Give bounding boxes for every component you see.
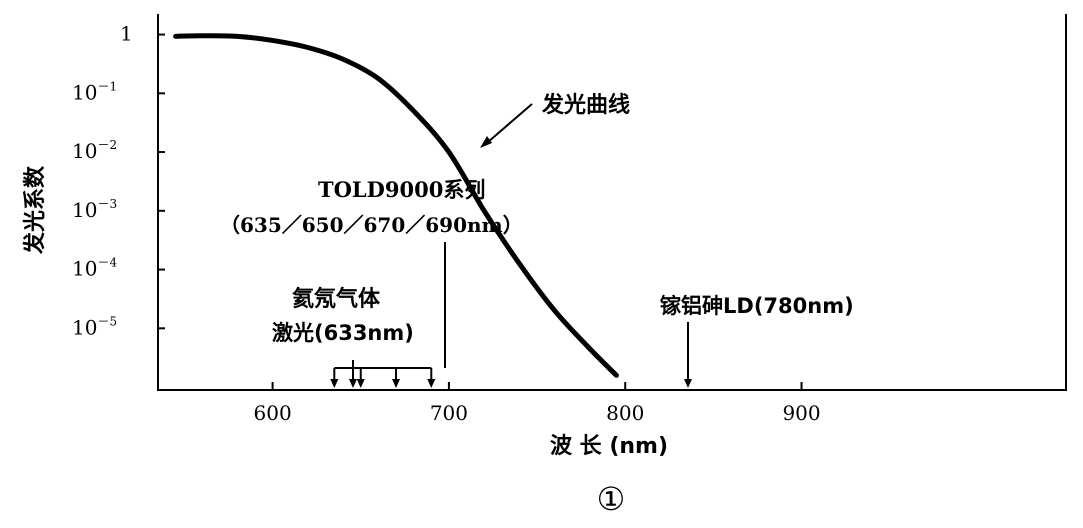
x-axis-label: 波 长 (nm) [550, 434, 668, 459]
axis-labels: 波 长 (nm) 发光系数 ① [22, 165, 668, 518]
gaalas-arrow-head [684, 379, 692, 388]
curve-label: 发光曲线 [541, 92, 630, 118]
figure-number: ① [597, 480, 626, 518]
annotations-layer: 发光曲线 TOLD9000系列 （635／650／670／690nm） 氦氖气体激光(… [220, 92, 854, 388]
hene-arrow-head [349, 379, 357, 388]
told-arrow-head [330, 379, 339, 388]
told-arrow-head [356, 379, 365, 388]
y-tick-label: 10－2 [72, 138, 117, 163]
plot-frame [157, 14, 1067, 391]
x-axis-ticks: 600 700 800 900 [254, 382, 821, 425]
curve-label-arrowhead [480, 136, 492, 148]
told-arrow-head [427, 379, 436, 388]
told-wavelengths-label: （635／650／670／690nm） [220, 213, 523, 237]
gaalas-label: 镓铝砷LD(780nm) [660, 294, 854, 318]
curve-label-leader [487, 103, 533, 143]
y-axis-ticks: 1 10－1 10－2 10－3 10－4 10－5 [72, 22, 165, 339]
y-tick-label: 10－5 [72, 314, 117, 339]
hene-label: 氦氖气体 [292, 286, 381, 312]
series-layer [173, 33, 619, 378]
luminous-curve [173, 33, 619, 378]
x-tick-label: 900 [782, 401, 820, 425]
told-arrow-head [392, 379, 401, 388]
axes [157, 14, 1067, 391]
told-series-label: TOLD9000系列 [318, 177, 485, 202]
hene-wavelength-label: 激光(633nm) [272, 321, 414, 345]
x-tick-label: 600 [254, 401, 292, 425]
y-axis-label: 发光系数 [22, 165, 48, 255]
x-tick-label: 800 [606, 401, 644, 425]
y-tick-label: 1 [120, 22, 133, 46]
y-tick-label: 10－3 [72, 197, 117, 222]
y-tick-label: 10－1 [72, 79, 117, 104]
x-tick-label: 700 [430, 401, 468, 425]
y-tick-label: 10－4 [72, 256, 117, 281]
